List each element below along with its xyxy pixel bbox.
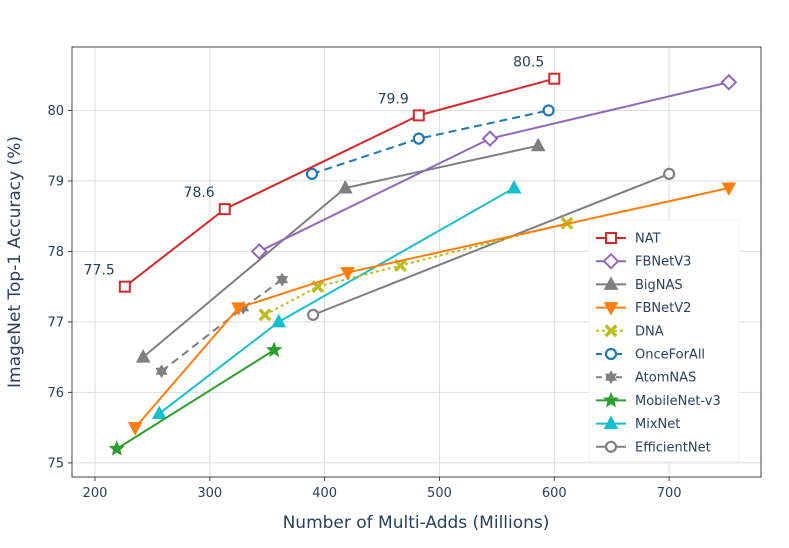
data-point-onceforall	[542, 104, 555, 117]
ticks: 200 300 400 500 600 700 75 76 77 78 79 80	[47, 104, 681, 501]
data-point-fbnetv3	[720, 73, 738, 91]
data-point-mixnet	[506, 179, 522, 194]
series-line-efficientnet	[312, 172, 670, 316]
legend-label-atomnas: AtomNAS	[635, 371, 696, 386]
y-axis-title: ImageNet Top-1 Accuracy (%)	[5, 136, 25, 388]
data-point-atomnas	[155, 364, 168, 379]
series-fbnetv3	[250, 73, 738, 260]
data-point-atomnas	[276, 272, 289, 287]
data-point-fbnetv3	[250, 243, 268, 260]
legend-item-onceforall: OnceForAll	[596, 348, 705, 363]
legend-item-mobilenet-v3: MobileNet-v3	[596, 391, 721, 409]
series-fbnetv2	[127, 182, 737, 436]
data-point-nat	[118, 280, 131, 293]
legend-label-mobilenet-v3: MobileNet-v3	[635, 394, 721, 409]
legend-marker-efficientnet	[604, 440, 618, 453]
legend-item-dna: DNA	[596, 324, 664, 339]
legend-label-onceforall: OnceForAll	[635, 348, 705, 363]
legend-label-nat: NAT	[635, 232, 661, 247]
series-line-dna	[264, 222, 568, 316]
data-point-dna	[258, 308, 272, 322]
x-tick-label: 400	[312, 486, 337, 501]
y-tick-label: 75	[47, 456, 64, 471]
legend-marker-nat	[605, 232, 617, 244]
data-point-fbnetv3	[481, 130, 499, 148]
x-tick-label: 500	[427, 486, 452, 501]
legend-label-fbnetv3: FBNetV3	[635, 255, 691, 270]
series-line-onceforall	[311, 109, 549, 175]
legend-marker-mixnet	[603, 415, 619, 430]
legend: NAT FBNetV3 BigNAS FBNetV2 DNA OnceForAll Atom…	[588, 219, 740, 463]
data-point-mixnet	[271, 313, 287, 328]
data-point-nat	[548, 72, 561, 85]
annotation-label: 78.6	[184, 185, 215, 201]
legend-item-bignas: BigNAS	[596, 276, 683, 293]
data-point-fbnetv2	[721, 182, 737, 197]
y-tick-label: 79	[47, 174, 64, 189]
data-point-bignas	[337, 179, 353, 194]
legend-marker-bignas	[603, 276, 619, 290]
plot-frame	[71, 46, 762, 478]
legend-item-mixnet: MixNet	[596, 415, 680, 432]
annotation-label: 77.5	[84, 263, 115, 279]
x-axis-title: Number of Multi-Adds (Millions)	[283, 513, 550, 533]
legend-item-fbnetv3: FBNetV3	[596, 252, 691, 270]
series-line-atomnas	[160, 278, 283, 373]
series-nat	[118, 72, 561, 293]
y-tick-label: 80	[47, 104, 64, 119]
data-point-fbnetv2	[231, 302, 246, 316]
annotation-layer: 77.5 78.6 79.9 80.5	[84, 55, 545, 279]
legend-item-fbnetv2: FBNetV2	[596, 301, 691, 316]
legend-label-dna: DNA	[635, 324, 664, 339]
data-point-nat	[412, 109, 425, 122]
x-tick-label: 700	[657, 486, 682, 501]
y-tick-label: 77	[47, 315, 64, 330]
data-point-fbnetv2	[340, 267, 355, 281]
legend-label-fbnetv2: FBNetV2	[635, 301, 691, 316]
series-bignas	[135, 137, 546, 363]
data-point-fbnetv2	[127, 422, 143, 436]
legend-item-atomnas: AtomNAS	[596, 370, 696, 386]
legend-label-bignas: BigNAS	[635, 278, 683, 293]
data-point-dna	[393, 259, 407, 272]
data-point-mobilenet-v3	[108, 440, 126, 456]
data-point-efficientnet	[663, 167, 676, 180]
data-point-bignas	[530, 137, 546, 152]
legend-marker-mobilenet-v3	[602, 391, 620, 408]
x-tick-label: 600	[542, 486, 567, 501]
series-mixnet	[151, 179, 522, 420]
series-onceforall	[305, 104, 555, 180]
x-tick-label: 200	[83, 486, 108, 501]
annotation-label: 79.9	[378, 91, 409, 107]
legend-item-nat: NAT	[596, 232, 661, 247]
legend-marker-dna	[604, 324, 618, 338]
series-line-nat	[124, 77, 555, 288]
legend-item-efficientnet: EfficientNet	[596, 440, 711, 455]
y-tick-label: 76	[47, 386, 64, 401]
series-efficientnet	[307, 167, 676, 321]
legend-label-mixnet: MixNet	[635, 417, 680, 432]
data-point-mobilenet-v3	[265, 341, 283, 358]
y-tick-label: 78	[47, 245, 64, 260]
data-point-mixnet	[151, 405, 167, 420]
series-layer	[108, 72, 738, 456]
legend-label-efficientnet: EfficientNet	[635, 440, 711, 455]
x-tick-label: 300	[197, 486, 222, 501]
legend-marker-fbnetv3	[602, 252, 620, 270]
series-mobilenet-v3	[108, 341, 283, 456]
legend-marker-onceforall	[604, 347, 618, 361]
annotation-label: 80.5	[513, 55, 544, 71]
data-point-nat	[218, 203, 231, 216]
legend-marker-atomnas	[604, 370, 618, 385]
data-point-efficientnet	[307, 308, 320, 321]
data-point-bignas	[135, 349, 151, 363]
legend-marker-fbnetv2	[603, 302, 619, 316]
data-point-onceforall	[305, 167, 319, 180]
series-line-fbnetv2	[134, 187, 730, 429]
series-line-mobilenet-v3	[116, 349, 275, 450]
data-point-onceforall	[412, 132, 425, 145]
